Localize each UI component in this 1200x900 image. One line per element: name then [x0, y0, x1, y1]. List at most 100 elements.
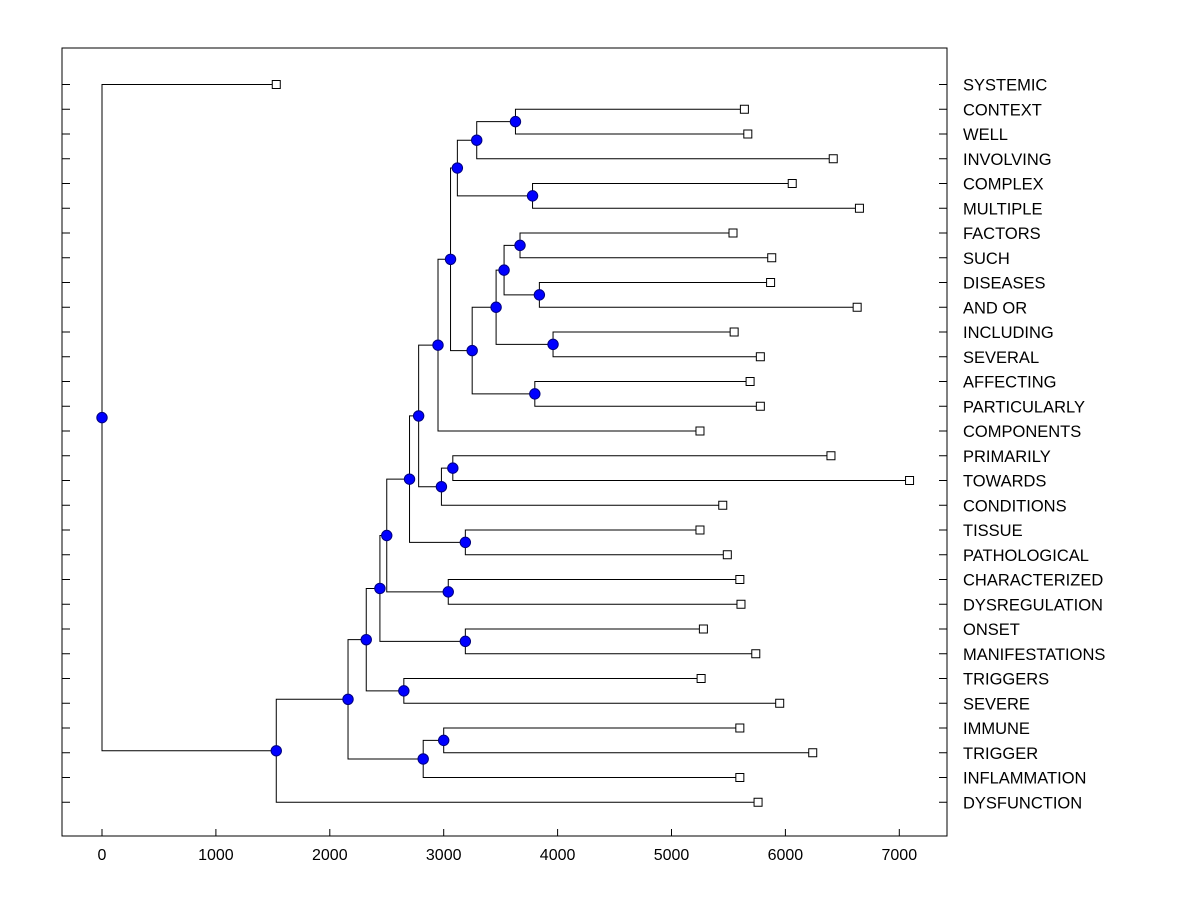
merge-node-m28 [270, 745, 282, 757]
leaf-label-multiple: MULTIPLE [963, 200, 1042, 218]
merge-node-m22 [374, 582, 386, 595]
edge-m6-to-and-or [538, 294, 858, 308]
leaf-marker-severe [775, 698, 785, 708]
x-tick-label-3000: 3000 [426, 847, 462, 864]
merge-node-m20 [381, 529, 393, 542]
edge-m18-to-m16 [409, 415, 419, 480]
edge-m20-to-m19 [386, 535, 449, 593]
edge-m27-to-m26 [347, 699, 424, 760]
edge-m24-to-m23 [365, 639, 404, 692]
edge-m22-to-m20 [379, 535, 387, 589]
leaf-marker-involving [828, 154, 838, 164]
leaf-marker-complex [787, 179, 797, 188]
merge-node-m14 [447, 462, 459, 474]
x-tick-label-1000: 1000 [198, 847, 234, 864]
leaf-marker-inflammation [735, 773, 745, 782]
merge-node-m1 [509, 115, 522, 128]
edge-m15-to-conditions [440, 486, 723, 506]
edge-m1-to-well [514, 121, 748, 135]
edge-m28-to-m27 [275, 698, 349, 751]
edge-m7-to-m6 [503, 270, 540, 296]
merge-node-m25 [438, 734, 450, 747]
edge-m20-to-m18 [386, 478, 410, 536]
leaf-marker-manifestations [751, 649, 761, 659]
edge-m29-to-systemic [101, 84, 277, 418]
merge-node-m18 [403, 473, 416, 485]
edge-m22-to-m21 [379, 588, 466, 642]
leaf-label-inflammation: INFLAMMATION [963, 770, 1086, 788]
edge-m8-to-including [552, 331, 735, 345]
leaf-marker-immune [735, 723, 745, 733]
edge-m18-to-m17 [409, 479, 466, 543]
edge-m21-to-onset [464, 628, 704, 642]
merge-node-m3 [526, 190, 539, 202]
merge-node-m17 [459, 536, 472, 549]
right-tick-marks [939, 84, 947, 803]
edge-m24-to-m22 [365, 587, 380, 640]
leaf-label-conditions: CONDITIONS [963, 497, 1067, 515]
leaf-marker-systemic [271, 80, 281, 89]
leaf-labels: SYSTEMIC CONTEXT WELL INVOLVING COMPLEX MULTI… [963, 77, 1105, 813]
x-tick-label-6000: 6000 [768, 847, 804, 864]
merge-node-m23 [398, 685, 410, 697]
leaf-marker-towards [905, 476, 915, 485]
x-tick-label-7000: 7000 [882, 847, 918, 864]
leaf-label-tissue: TISSUE [963, 522, 1023, 540]
leaf-label-such: SUCH [963, 250, 1010, 268]
leaf-marker-trigger [808, 748, 818, 758]
leaf-marker-dysfunction [753, 797, 763, 807]
merge-node-m12 [444, 253, 457, 265]
merge-nodes [96, 115, 559, 765]
merge-node-m26 [417, 753, 429, 765]
edge-m2-to-m1 [476, 121, 516, 141]
leaf-label-well: WELL [963, 126, 1008, 144]
leaf-label-trigger: TRIGGER [963, 745, 1038, 763]
merge-node-m9 [490, 301, 502, 313]
edge-m4-to-m3 [456, 168, 533, 197]
leaf-marker-diseases [766, 278, 776, 287]
edge-m14-to-towards [452, 468, 910, 481]
leaf-label-context: CONTEXT [963, 101, 1042, 119]
edge-m11-to-m9 [471, 306, 497, 351]
leaf-marker-tissue [695, 525, 705, 535]
leaf-marker-particularly [755, 401, 765, 411]
merge-node-m4 [451, 162, 464, 174]
leaf-label-dysregulation: DYSREGULATION [963, 596, 1103, 614]
edge-m27-to-m24 [347, 639, 367, 700]
edge-m14-to-primarily [452, 455, 831, 469]
edge-m16-to-m15 [418, 415, 442, 488]
edge-m5-to-such [519, 245, 772, 259]
x-axis-tick-labels: 0 1000 2000 3000 4000 5000 6000 7000 [98, 847, 918, 864]
leaf-marker-multiple [854, 203, 864, 213]
x-tick-label-0: 0 [98, 847, 107, 864]
edge-m26-to-inflammation [422, 758, 740, 778]
merge-node-m13 [432, 339, 444, 351]
x-tick-label-4000: 4000 [540, 847, 576, 864]
edge-m10-to-affecting [534, 381, 751, 394]
leaf-markers [271, 80, 915, 807]
edge-m29-to-m28 [101, 417, 277, 752]
leaf-marker-conditions [718, 500, 728, 510]
leaf-label-factors: FACTORS [963, 225, 1041, 243]
edge-m28-to-dysfunction [275, 750, 759, 803]
leaf-label-particularly: PARTICULARLY [963, 398, 1085, 416]
edge-m12-to-m11 [450, 259, 473, 352]
leaf-label-triggers: TRIGGERS [963, 671, 1049, 689]
merge-node-m24 [360, 633, 372, 646]
edge-m5-to-factors [519, 232, 734, 246]
leaf-label-components: COMPONENTS [963, 423, 1081, 441]
leaf-marker-primarily [826, 451, 836, 461]
edge-m25-to-immune [443, 727, 740, 741]
edge-m17-to-pathological [464, 542, 728, 556]
edge-m23-to-triggers [403, 678, 702, 691]
leaf-marker-well [743, 129, 753, 139]
edge-m16-to-m13 [418, 344, 439, 416]
leaf-marker-several [755, 352, 765, 362]
x-tick-label-2000: 2000 [312, 847, 348, 864]
merge-node-m2 [471, 134, 483, 146]
x-tick-label-5000: 5000 [654, 847, 690, 864]
leaf-marker-including [729, 327, 739, 337]
dendrogram-edges [101, 84, 910, 803]
edge-m4-to-m2 [456, 139, 477, 169]
